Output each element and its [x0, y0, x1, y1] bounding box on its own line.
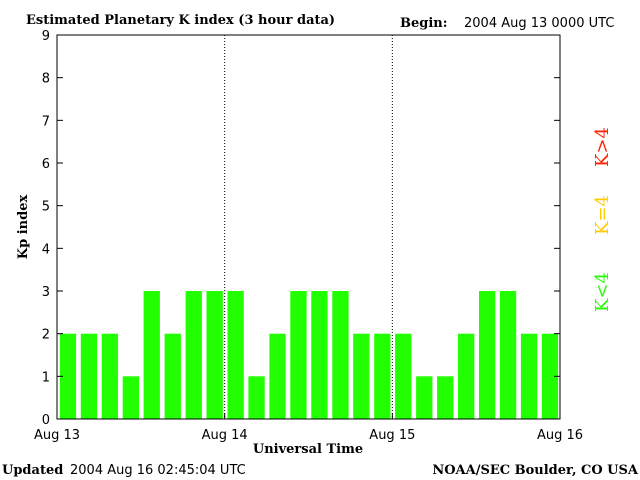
kp-bar	[437, 376, 454, 419]
updated-label: Updated	[2, 463, 63, 478]
x-ticks: Aug 13 Aug 14 Aug 15 Aug 16	[34, 413, 583, 443]
kp-bar	[248, 376, 265, 419]
x-axis-label: Universal Time	[253, 442, 363, 457]
kp-bar	[80, 333, 98, 419]
begin-value: 2004 Aug 13 0000 UTC	[464, 16, 614, 31]
y-tick-label: 6	[42, 157, 50, 172]
y-tick-label: 5	[42, 200, 50, 215]
x-tick-label: Aug 15	[369, 428, 415, 443]
y-tick-label: 7	[42, 114, 50, 129]
kp-bar	[101, 333, 118, 419]
y-tick-label: 2	[42, 328, 50, 343]
plot-frame	[56, 34, 561, 420]
y-tick-label: 9	[42, 29, 50, 44]
kp-bar	[143, 291, 160, 419]
kp-bar	[458, 333, 475, 419]
bars-layer	[59, 291, 559, 419]
kp-bar	[185, 291, 202, 419]
day-separators	[224, 35, 393, 419]
kp-bar	[311, 291, 328, 419]
legend-label: K>4	[592, 127, 613, 167]
kp-bar	[290, 291, 307, 419]
kp-bar	[332, 291, 349, 419]
kp-bar	[164, 333, 181, 419]
y-tick-label: 0	[42, 413, 50, 428]
legend-label: K=4	[592, 195, 613, 235]
kp-bar	[122, 376, 139, 419]
y-tick-label: 1	[42, 370, 50, 385]
y-tick-label: 8	[42, 72, 50, 87]
y-tick-label: 3	[42, 285, 50, 300]
source-credit: NOAA/SEC Boulder, CO USA	[432, 463, 639, 478]
x-tick-label: Aug 16	[537, 428, 583, 443]
kp-bar	[541, 333, 559, 419]
kp-bar	[374, 333, 391, 419]
updated-value: 2004 Aug 16 02:45:04 UTC	[70, 463, 246, 478]
kp-bar	[206, 291, 223, 419]
kp-bar	[416, 376, 433, 419]
y-ticks: 0 1 2 3 4 5 6 7 8 9	[42, 29, 560, 428]
kp-bar	[499, 291, 517, 419]
y-axis-label: Kp index	[16, 195, 31, 260]
kp-bar	[227, 291, 244, 419]
begin-label: Begin:	[400, 16, 448, 31]
kp-bar	[395, 333, 412, 419]
kp-bar	[520, 333, 538, 419]
x-tick-label: Aug 14	[202, 428, 248, 443]
kp-bar	[59, 333, 77, 419]
kp-bar	[269, 333, 286, 419]
x-tick-label: Aug 13	[34, 428, 80, 443]
chart-title: Estimated Planetary K index (3 hour data…	[26, 13, 335, 28]
kp-bar	[479, 291, 496, 419]
legend: K<4 K=4 K>4	[592, 127, 613, 312]
legend-label: K<4	[592, 272, 613, 312]
kp-bar	[353, 333, 370, 419]
y-tick-label: 4	[42, 242, 50, 257]
